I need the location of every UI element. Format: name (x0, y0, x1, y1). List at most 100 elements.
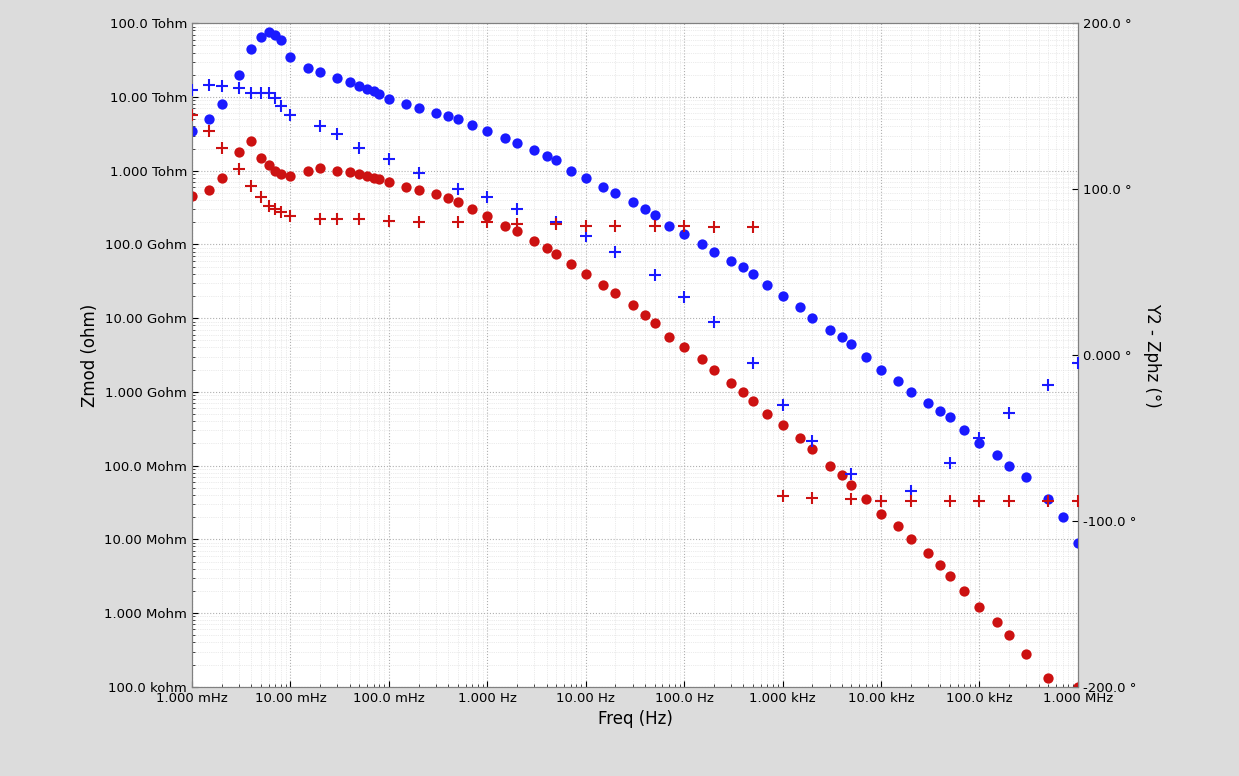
Point (259, 87, 279, 99)
Point (659, 220, 679, 232)
Point (841, 468, 861, 480)
Point (271, 168, 291, 180)
Point (871, 508, 891, 520)
Point (871, 495, 891, 508)
Point (327, 213, 347, 225)
Point (999, 407, 1018, 419)
Point (265, 29, 285, 41)
Point (229, 163, 249, 175)
Point (691, 353, 711, 365)
Point (930, 405, 950, 417)
Point (357, 170, 377, 182)
Point (674, 220, 694, 232)
Point (212, 80, 232, 92)
Point (940, 411, 960, 424)
Point (970, 431, 990, 444)
Point (773, 419, 793, 431)
Point (773, 289, 793, 302)
Point (252, 87, 271, 99)
Point (199, 113, 219, 126)
Point (888, 520, 908, 532)
Point (280, 50, 300, 63)
Y-axis label: Zmod (ohm): Zmod (ohm) (81, 303, 99, 407)
Point (297, 165, 317, 177)
Point (447, 196, 467, 208)
Point (379, 92, 399, 105)
Point (271, 33, 291, 46)
Point (606, 286, 626, 299)
Point (252, 151, 271, 164)
Point (790, 431, 810, 444)
Point (743, 221, 763, 234)
Point (297, 61, 317, 74)
Point (987, 449, 1007, 461)
Point (409, 184, 429, 196)
Point (644, 220, 664, 232)
Point (674, 341, 694, 354)
Point (888, 375, 908, 387)
Point (1053, 511, 1073, 523)
Point (704, 363, 724, 376)
Point (901, 386, 921, 398)
Point (954, 424, 974, 437)
Point (704, 221, 724, 234)
Point (524, 235, 544, 248)
Point (271, 206, 291, 219)
Point (199, 125, 219, 137)
Point (182, 109, 202, 121)
Point (242, 43, 261, 55)
Point (560, 258, 580, 270)
Point (704, 245, 724, 258)
Point (623, 196, 643, 208)
Point (856, 493, 876, 505)
Point (229, 146, 249, 158)
Point (576, 268, 596, 280)
Point (733, 261, 753, 273)
Point (636, 309, 655, 321)
Point (803, 312, 823, 324)
Point (1068, 495, 1088, 508)
Point (1016, 648, 1036, 660)
Point (546, 216, 566, 228)
Point (644, 269, 664, 282)
Point (659, 331, 679, 344)
Point (803, 442, 823, 455)
Point (265, 92, 285, 104)
Point (280, 210, 300, 222)
Point (252, 31, 271, 43)
Point (426, 107, 446, 120)
Point (259, 26, 279, 39)
Point (546, 154, 566, 166)
Point (593, 279, 613, 292)
Point (327, 128, 347, 140)
Point (507, 218, 527, 230)
Point (507, 137, 527, 149)
Point (229, 81, 249, 94)
Point (623, 299, 643, 311)
Point (242, 87, 261, 99)
Point (477, 124, 497, 137)
Point (477, 191, 497, 203)
Point (831, 331, 851, 344)
Point (229, 68, 249, 81)
Point (357, 82, 377, 95)
Point (999, 629, 1018, 642)
Point (1038, 495, 1058, 508)
Point (841, 493, 861, 505)
Point (930, 559, 950, 571)
Point (447, 183, 467, 196)
Point (212, 98, 232, 110)
Point (409, 216, 429, 228)
Point (265, 203, 285, 215)
Point (606, 246, 626, 258)
Point (447, 216, 467, 228)
Point (803, 435, 823, 448)
Point (593, 181, 613, 193)
Point (918, 547, 938, 559)
Point (199, 184, 219, 196)
Point (743, 395, 763, 407)
Point (339, 166, 359, 178)
Point (721, 377, 741, 390)
Point (757, 279, 777, 292)
Y-axis label: Y2 - Zphz (°): Y2 - Zphz (°) (1144, 303, 1161, 407)
